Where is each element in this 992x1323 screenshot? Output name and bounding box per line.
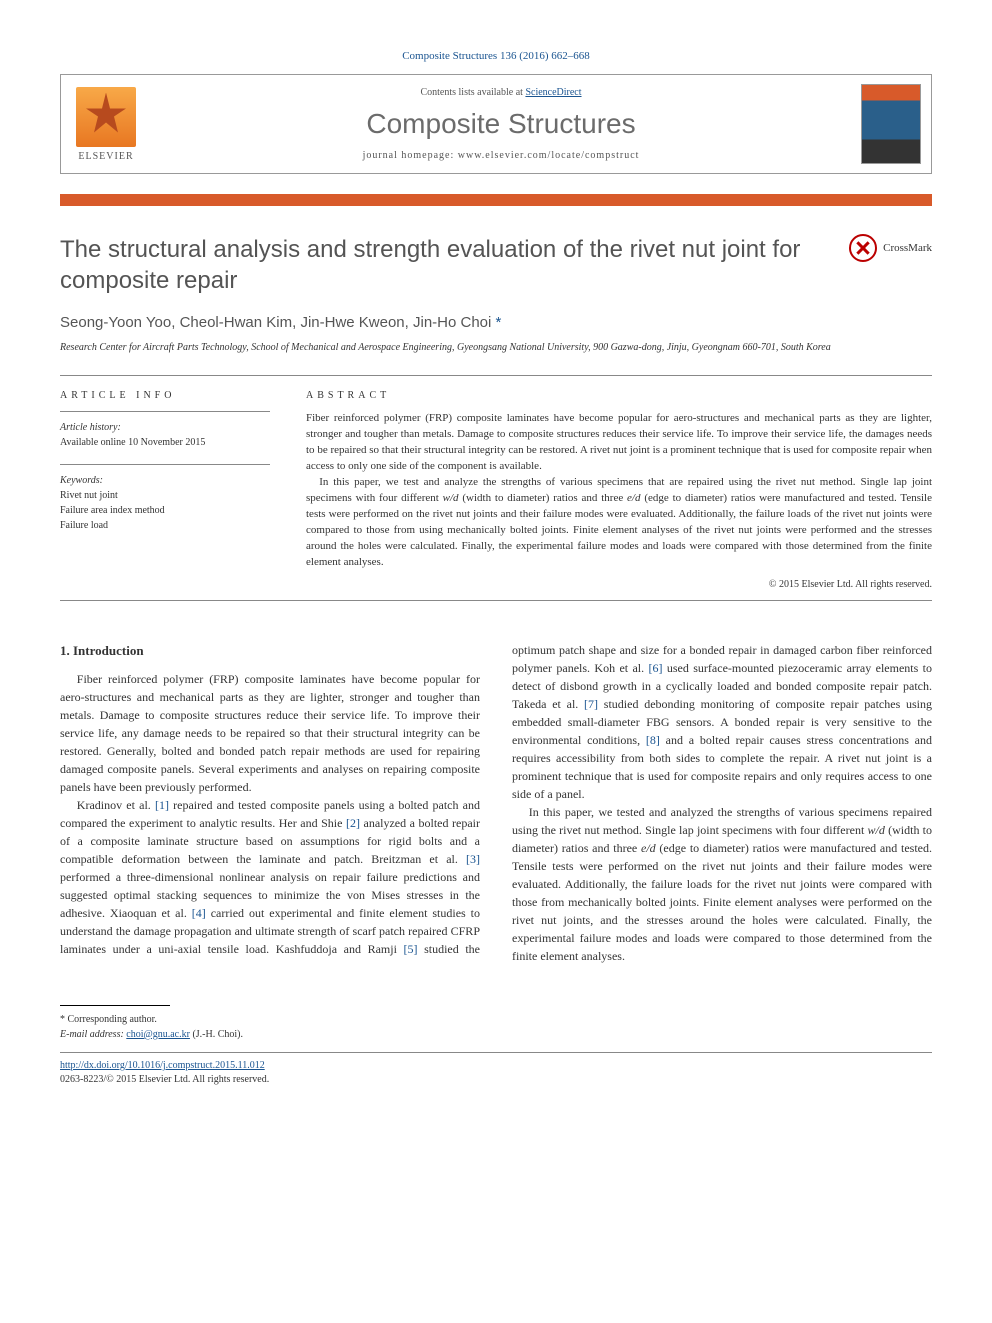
wd-ratio: w/d [443,492,459,504]
cite-8[interactable]: [8] [646,733,660,747]
crossmark-icon [849,234,877,262]
homepage-label: journal homepage: [363,150,458,161]
article-history-block: Article history: Available online 10 Nov… [60,411,270,450]
keyword-2: Failure area index method [60,503,270,518]
publisher-logo: ELSEVIER [61,75,151,173]
footnote-separator [60,1005,170,1006]
article-title: The structural analysis and strength eva… [60,234,829,296]
ed-ratio-body: e/d [641,841,656,855]
abstract-heading: abstract [306,390,932,401]
authors-line: Seong-Yoon Yoo, Cheol-Hwan Kim, Jin-Hwe … [60,314,932,331]
corresponding-author-note: * Corresponding author. [60,1012,479,1027]
authors-names: Seong-Yoon Yoo, Cheol-Hwan Kim, Jin-Hwe … [60,314,496,331]
journal-cover-icon [861,84,921,164]
cite-6[interactable]: [6] [649,661,663,675]
cite-7[interactable]: [7] [584,697,598,711]
abstract-copyright: © 2015 Elsevier Ltd. All rights reserved… [306,579,932,590]
page-footer: http://dx.doi.org/10.1016/j.compstruct.2… [60,1052,932,1087]
crossmark-label: CrossMark [883,242,932,254]
email-line: E-mail address: choi@gnu.ac.kr (J.-H. Ch… [60,1027,479,1042]
contents-prefix: Contents lists available at [420,87,525,98]
publisher-name: ELSEVIER [78,151,133,162]
crossmark-badge[interactable]: CrossMark [849,234,932,262]
corresponding-marker: * [496,314,502,331]
homepage-url[interactable]: www.elsevier.com/locate/compstruct [458,150,640,161]
section-1-heading: 1. Introduction [60,641,480,661]
p2a: Kradinov et al. [77,798,155,812]
p3c: (edge to diameter) ratios were manufactu… [512,841,932,963]
abstract-p2b: (width to diameter) ratios and three [459,492,627,504]
journal-homepage: journal homepage: www.elsevier.com/locat… [151,150,851,161]
elsevier-tree-icon [76,87,136,147]
email-who: (J.-H. Choi). [190,1029,243,1040]
section-divider-2 [60,600,932,601]
sciencedirect-link[interactable]: ScienceDirect [525,87,581,98]
body-p3: In this paper, we tested and analyzed th… [512,803,932,965]
keywords-label: Keywords: [60,473,270,488]
history-label: Article history: [60,420,270,435]
email-label: E-mail address: [60,1029,126,1040]
cite-2[interactable]: [2] [346,816,360,830]
article-info-column: article info Article history: Available … [60,390,270,589]
abstract-p2: In this paper, we test and analyze the s… [306,475,932,571]
journal-name: Composite Structures [151,108,851,140]
section-divider [60,375,932,376]
cite-5[interactable]: [5] [404,942,418,956]
ed-ratio: e/d [627,492,640,504]
accent-divider [60,194,932,206]
cite-4[interactable]: [4] [192,906,206,920]
history-text: Available online 10 November 2015 [60,435,270,450]
contents-line: Contents lists available at ScienceDirec… [151,87,851,98]
keywords-block: Keywords: Rivet nut joint Failure area i… [60,464,270,533]
abstract-column: abstract Fiber reinforced polymer (FRP) … [306,390,932,589]
cite-1[interactable]: [1] [155,798,169,812]
doi-link[interactable]: http://dx.doi.org/10.1016/j.compstruct.2… [60,1060,265,1071]
footnotes: * Corresponding author. E-mail address: … [60,1012,479,1042]
issn-copyright: 0263-8223/© 2015 Elsevier Ltd. All right… [60,1073,932,1087]
article-info-heading: article info [60,390,270,401]
journal-header-box: ELSEVIER Contents lists available at Sci… [60,74,932,174]
keyword-3: Failure load [60,518,270,533]
keyword-1: Rivet nut joint [60,488,270,503]
author-email-link[interactable]: choi@gnu.ac.kr [126,1029,190,1040]
journal-cover [851,75,931,173]
wd-ratio-body: w/d [868,823,885,837]
cite-3[interactable]: [3] [466,852,480,866]
affiliation: Research Center for Aircraft Parts Techn… [60,341,932,355]
body-p1: Fiber reinforced polymer (FRP) composite… [60,670,480,796]
header-reference: Composite Structures 136 (2016) 662–668 [60,50,932,62]
body-text: 1. Introduction Fiber reinforced polymer… [60,641,932,965]
abstract-p1: Fiber reinforced polymer (FRP) composite… [306,411,932,475]
